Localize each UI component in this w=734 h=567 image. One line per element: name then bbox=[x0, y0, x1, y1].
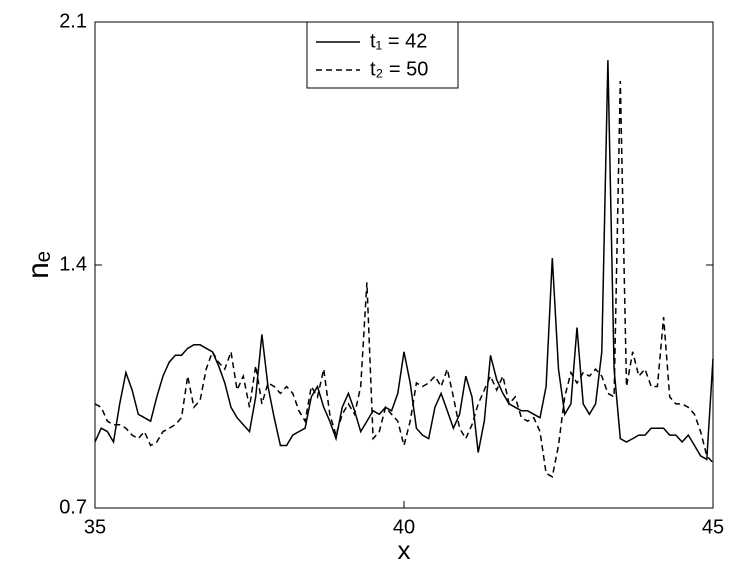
data-line bbox=[94, 60, 714, 461]
y-tick-label: 2.1 bbox=[59, 10, 87, 32]
x-tick-label: 40 bbox=[393, 516, 415, 538]
y-axis-label: nₑ bbox=[22, 251, 55, 279]
y-tick-label: 1.4 bbox=[59, 253, 87, 275]
legend-label: t₂ = 50 bbox=[370, 58, 428, 80]
x-axis-label: x bbox=[398, 535, 411, 565]
legend-label: t₁ = 42 bbox=[370, 30, 427, 52]
legend-box bbox=[306, 21, 459, 89]
data-line bbox=[94, 80, 714, 478]
y-tick-label: 0.7 bbox=[59, 496, 87, 518]
x-tick-label: 45 bbox=[702, 516, 724, 538]
x-tick-label: 35 bbox=[84, 516, 106, 538]
